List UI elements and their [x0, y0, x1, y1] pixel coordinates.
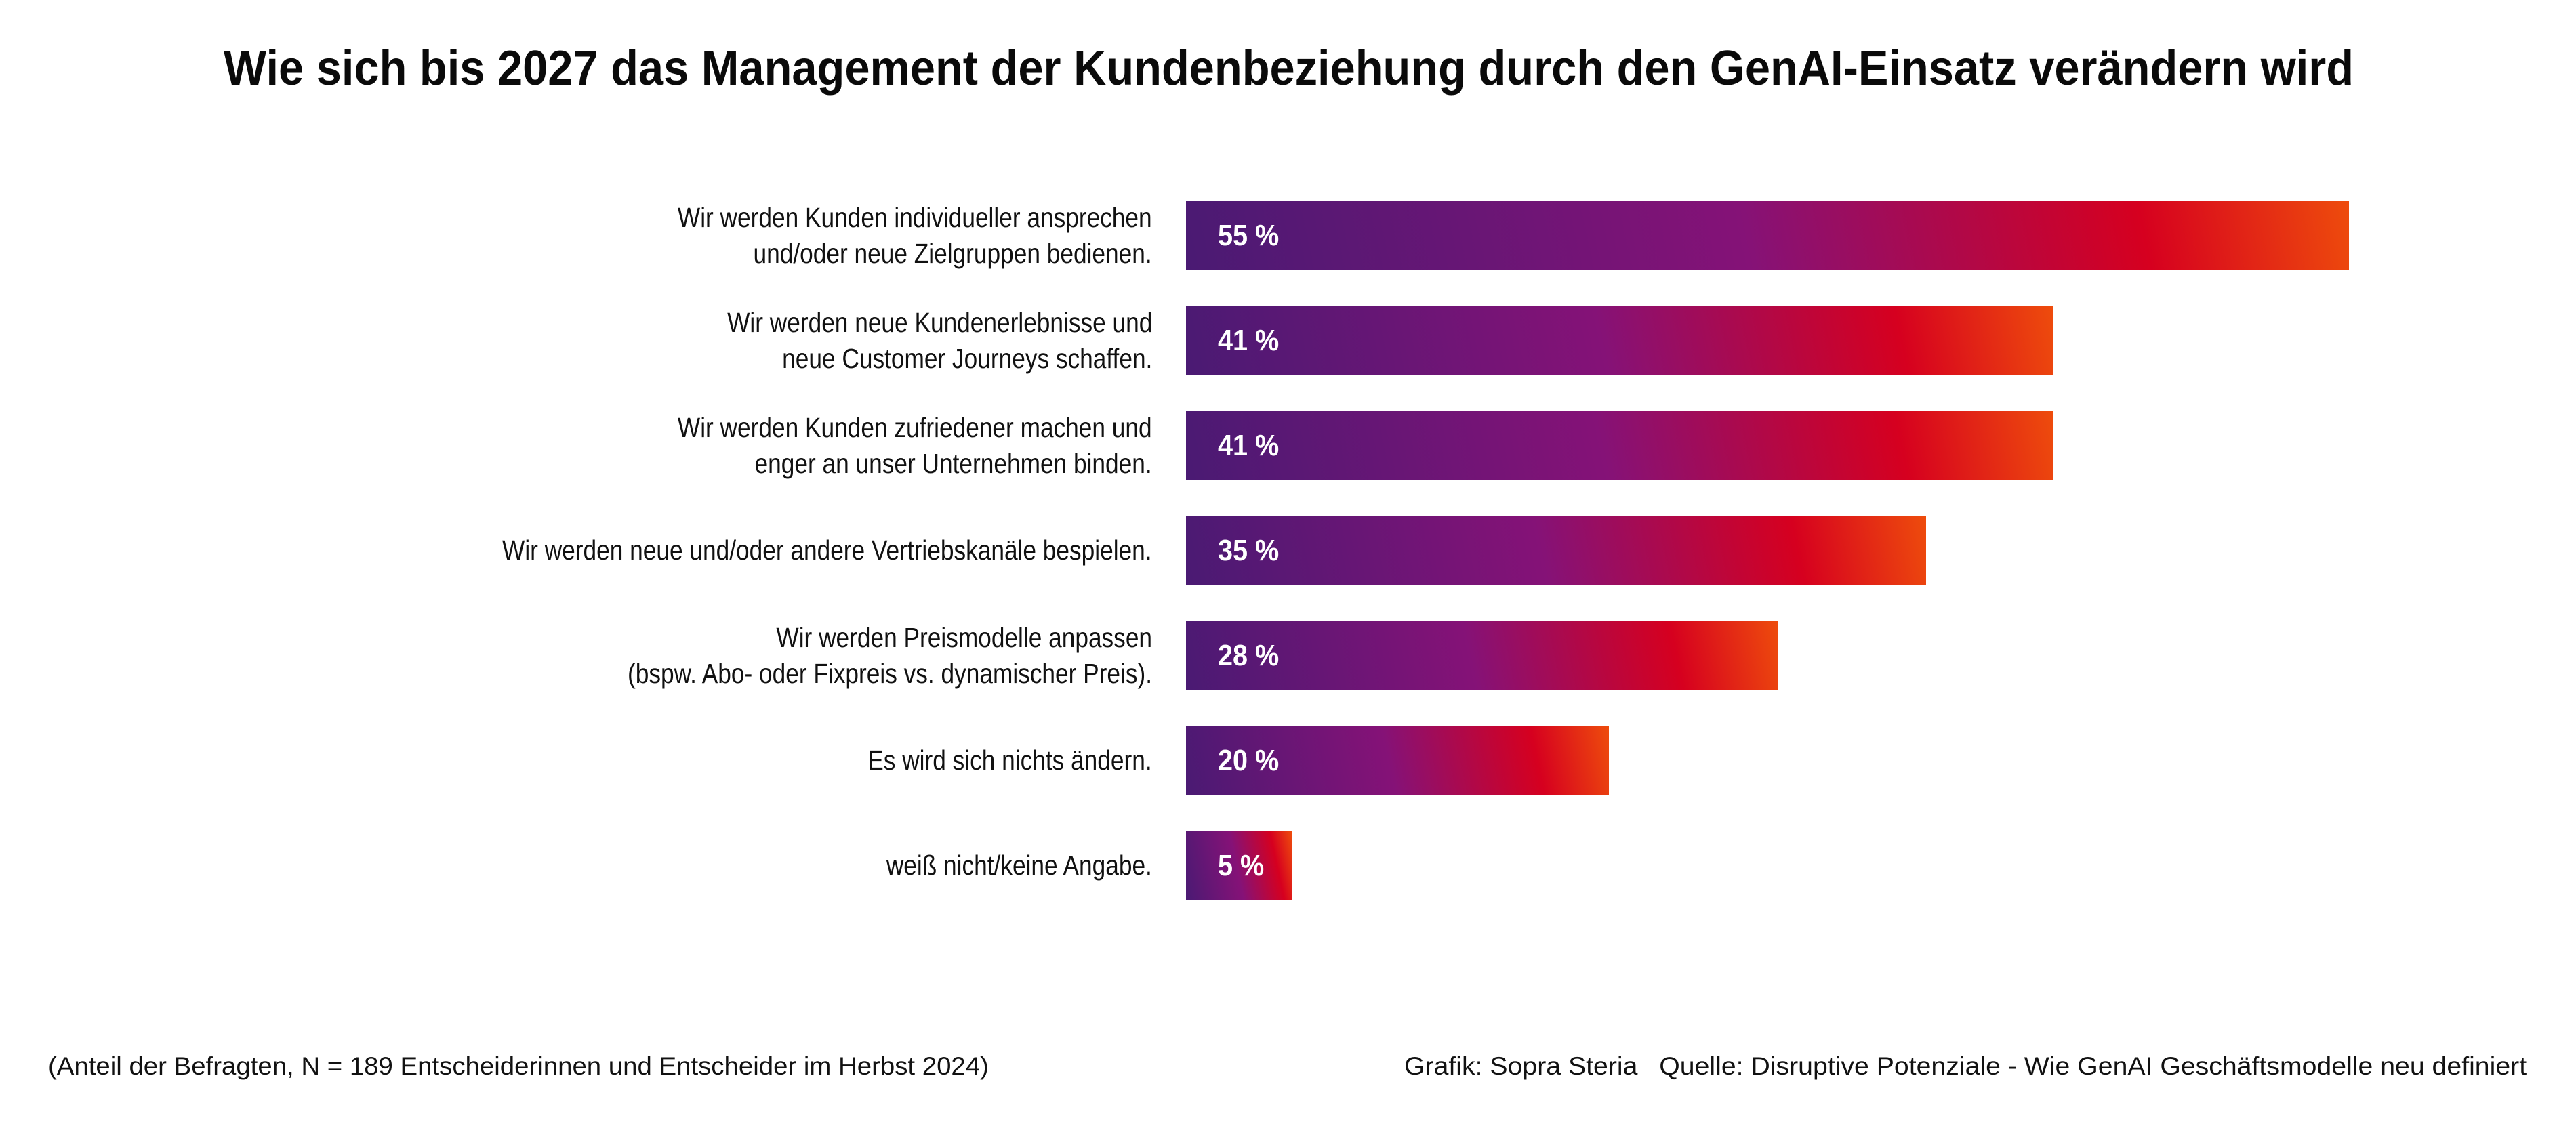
bar — [1186, 201, 2349, 270]
category-label-line: und/oder neue Zielgruppen bedienen. — [753, 237, 1152, 269]
bar — [1186, 726, 1609, 795]
data-label: 55 % — [1218, 219, 1280, 252]
category-label-line: Es wird sich nichts ändern. — [867, 745, 1152, 776]
bar — [1186, 411, 2053, 480]
source-citation: Quelle: Disruptive Potenziale - Wie GenA… — [1659, 1052, 2527, 1080]
graphic-credit: Grafik: Sopra Steria — [1404, 1052, 1638, 1080]
category-label-line: Wir werden neue und/oder andere Vertrieb… — [502, 535, 1152, 566]
data-label: 41 % — [1218, 429, 1280, 462]
category-label: Wir werden Kunden zufriedener machen und… — [678, 410, 1152, 482]
source-credit: Grafik: Sopra Steria Quelle: Disruptive P… — [1404, 1050, 2527, 1083]
category-label-line: (bspw. Abo- oder Fixpreis vs. dynamische… — [627, 657, 1152, 689]
category-label-line: enger an unser Unternehmen binden. — [754, 447, 1152, 479]
category-label-line: Wir werden Kunden zufriedener machen und — [678, 411, 1152, 443]
bar — [1186, 621, 1778, 690]
category-label-line: Wir werden Kunden individueller ansprech… — [678, 201, 1152, 233]
data-label: 5 % — [1218, 849, 1265, 882]
category-label: weiß nicht/keine Angabe. — [886, 848, 1152, 883]
category-label: Wir werden neue Kundenerlebnisse und neue… — [727, 305, 1152, 377]
category-label: Es wird sich nichts ändern. — [868, 743, 1152, 778]
bar — [1186, 831, 1292, 900]
category-label: Wir werden Kunden individueller ansprech… — [678, 200, 1152, 272]
category-label-line: neue Customer Journeys schaffen. — [781, 342, 1152, 374]
category-label-line: Wir werden neue Kundenerlebnisse und — [727, 306, 1152, 338]
chart-title: Wie sich bis 2027 das Management der Kun… — [224, 41, 2354, 96]
data-label: 20 % — [1218, 744, 1280, 777]
bar — [1186, 306, 2053, 375]
sample-note: (Anteil der Befragten, N = 189 Entscheid… — [48, 1052, 989, 1080]
category-label: Wir werden Preismodelle anpassen (bspw. A… — [628, 620, 1152, 692]
category-label-line: Wir werden Preismodelle anpassen — [776, 621, 1152, 653]
category-label-line: weiß nicht/keine Angabe. — [886, 850, 1152, 881]
category-label: Wir werden neue und/oder andere Vertrieb… — [502, 533, 1152, 568]
data-label: 35 % — [1218, 534, 1280, 567]
data-label: 41 % — [1218, 324, 1280, 357]
data-label: 28 % — [1218, 639, 1280, 672]
bar — [1186, 516, 1926, 585]
